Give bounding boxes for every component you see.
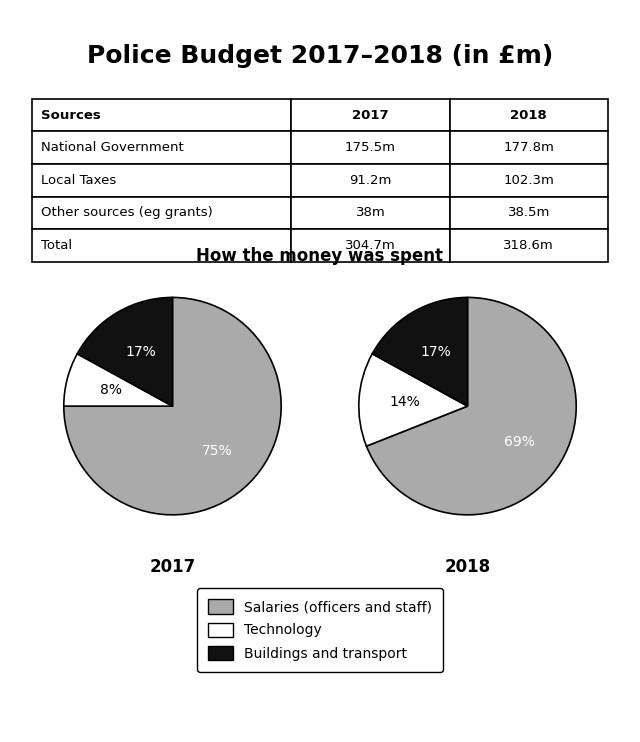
Text: Total: Total <box>41 239 72 252</box>
Bar <box>32 164 291 197</box>
Text: 2017: 2017 <box>352 108 388 122</box>
Text: 2018: 2018 <box>444 558 491 577</box>
Bar <box>291 164 450 197</box>
Bar <box>291 131 450 164</box>
Bar <box>449 131 608 164</box>
Wedge shape <box>64 298 281 515</box>
Bar <box>32 229 291 262</box>
Bar <box>32 99 291 131</box>
Text: 318.6m: 318.6m <box>504 239 554 252</box>
Text: 38m: 38m <box>356 206 385 220</box>
Text: How the money was spent: How the money was spent <box>196 247 444 265</box>
Bar <box>291 197 450 229</box>
Text: 2017: 2017 <box>149 558 196 577</box>
Bar <box>449 99 608 131</box>
Text: 175.5m: 175.5m <box>345 141 396 154</box>
Text: 75%: 75% <box>202 444 232 458</box>
Text: 8%: 8% <box>100 384 122 398</box>
Wedge shape <box>359 354 467 446</box>
Text: 177.8m: 177.8m <box>504 141 554 154</box>
Bar <box>449 197 608 229</box>
Bar <box>32 131 291 164</box>
Bar <box>291 99 450 131</box>
Text: 304.7m: 304.7m <box>345 239 396 252</box>
Wedge shape <box>367 298 576 515</box>
Bar <box>32 197 291 229</box>
Text: 14%: 14% <box>389 395 420 409</box>
Wedge shape <box>372 298 467 406</box>
Bar <box>449 164 608 197</box>
Text: 2018: 2018 <box>511 108 547 122</box>
Text: 17%: 17% <box>420 345 451 359</box>
Bar <box>291 229 450 262</box>
Text: Sources: Sources <box>41 108 100 122</box>
Text: Police Budget 2017–2018 (in £m): Police Budget 2017–2018 (in £m) <box>87 45 553 68</box>
Legend: Salaries (officers and staff), Technology, Buildings and transport: Salaries (officers and staff), Technolog… <box>197 588 443 672</box>
Text: 38.5m: 38.5m <box>508 206 550 220</box>
Text: 91.2m: 91.2m <box>349 174 392 187</box>
Text: Other sources (eg grants): Other sources (eg grants) <box>41 206 212 220</box>
Text: 17%: 17% <box>125 345 156 359</box>
Text: Local Taxes: Local Taxes <box>41 174 116 187</box>
Text: 69%: 69% <box>504 435 535 449</box>
Wedge shape <box>77 298 173 406</box>
Wedge shape <box>64 354 173 406</box>
Text: National Government: National Government <box>41 141 184 154</box>
Text: 102.3m: 102.3m <box>504 174 554 187</box>
Bar <box>449 229 608 262</box>
